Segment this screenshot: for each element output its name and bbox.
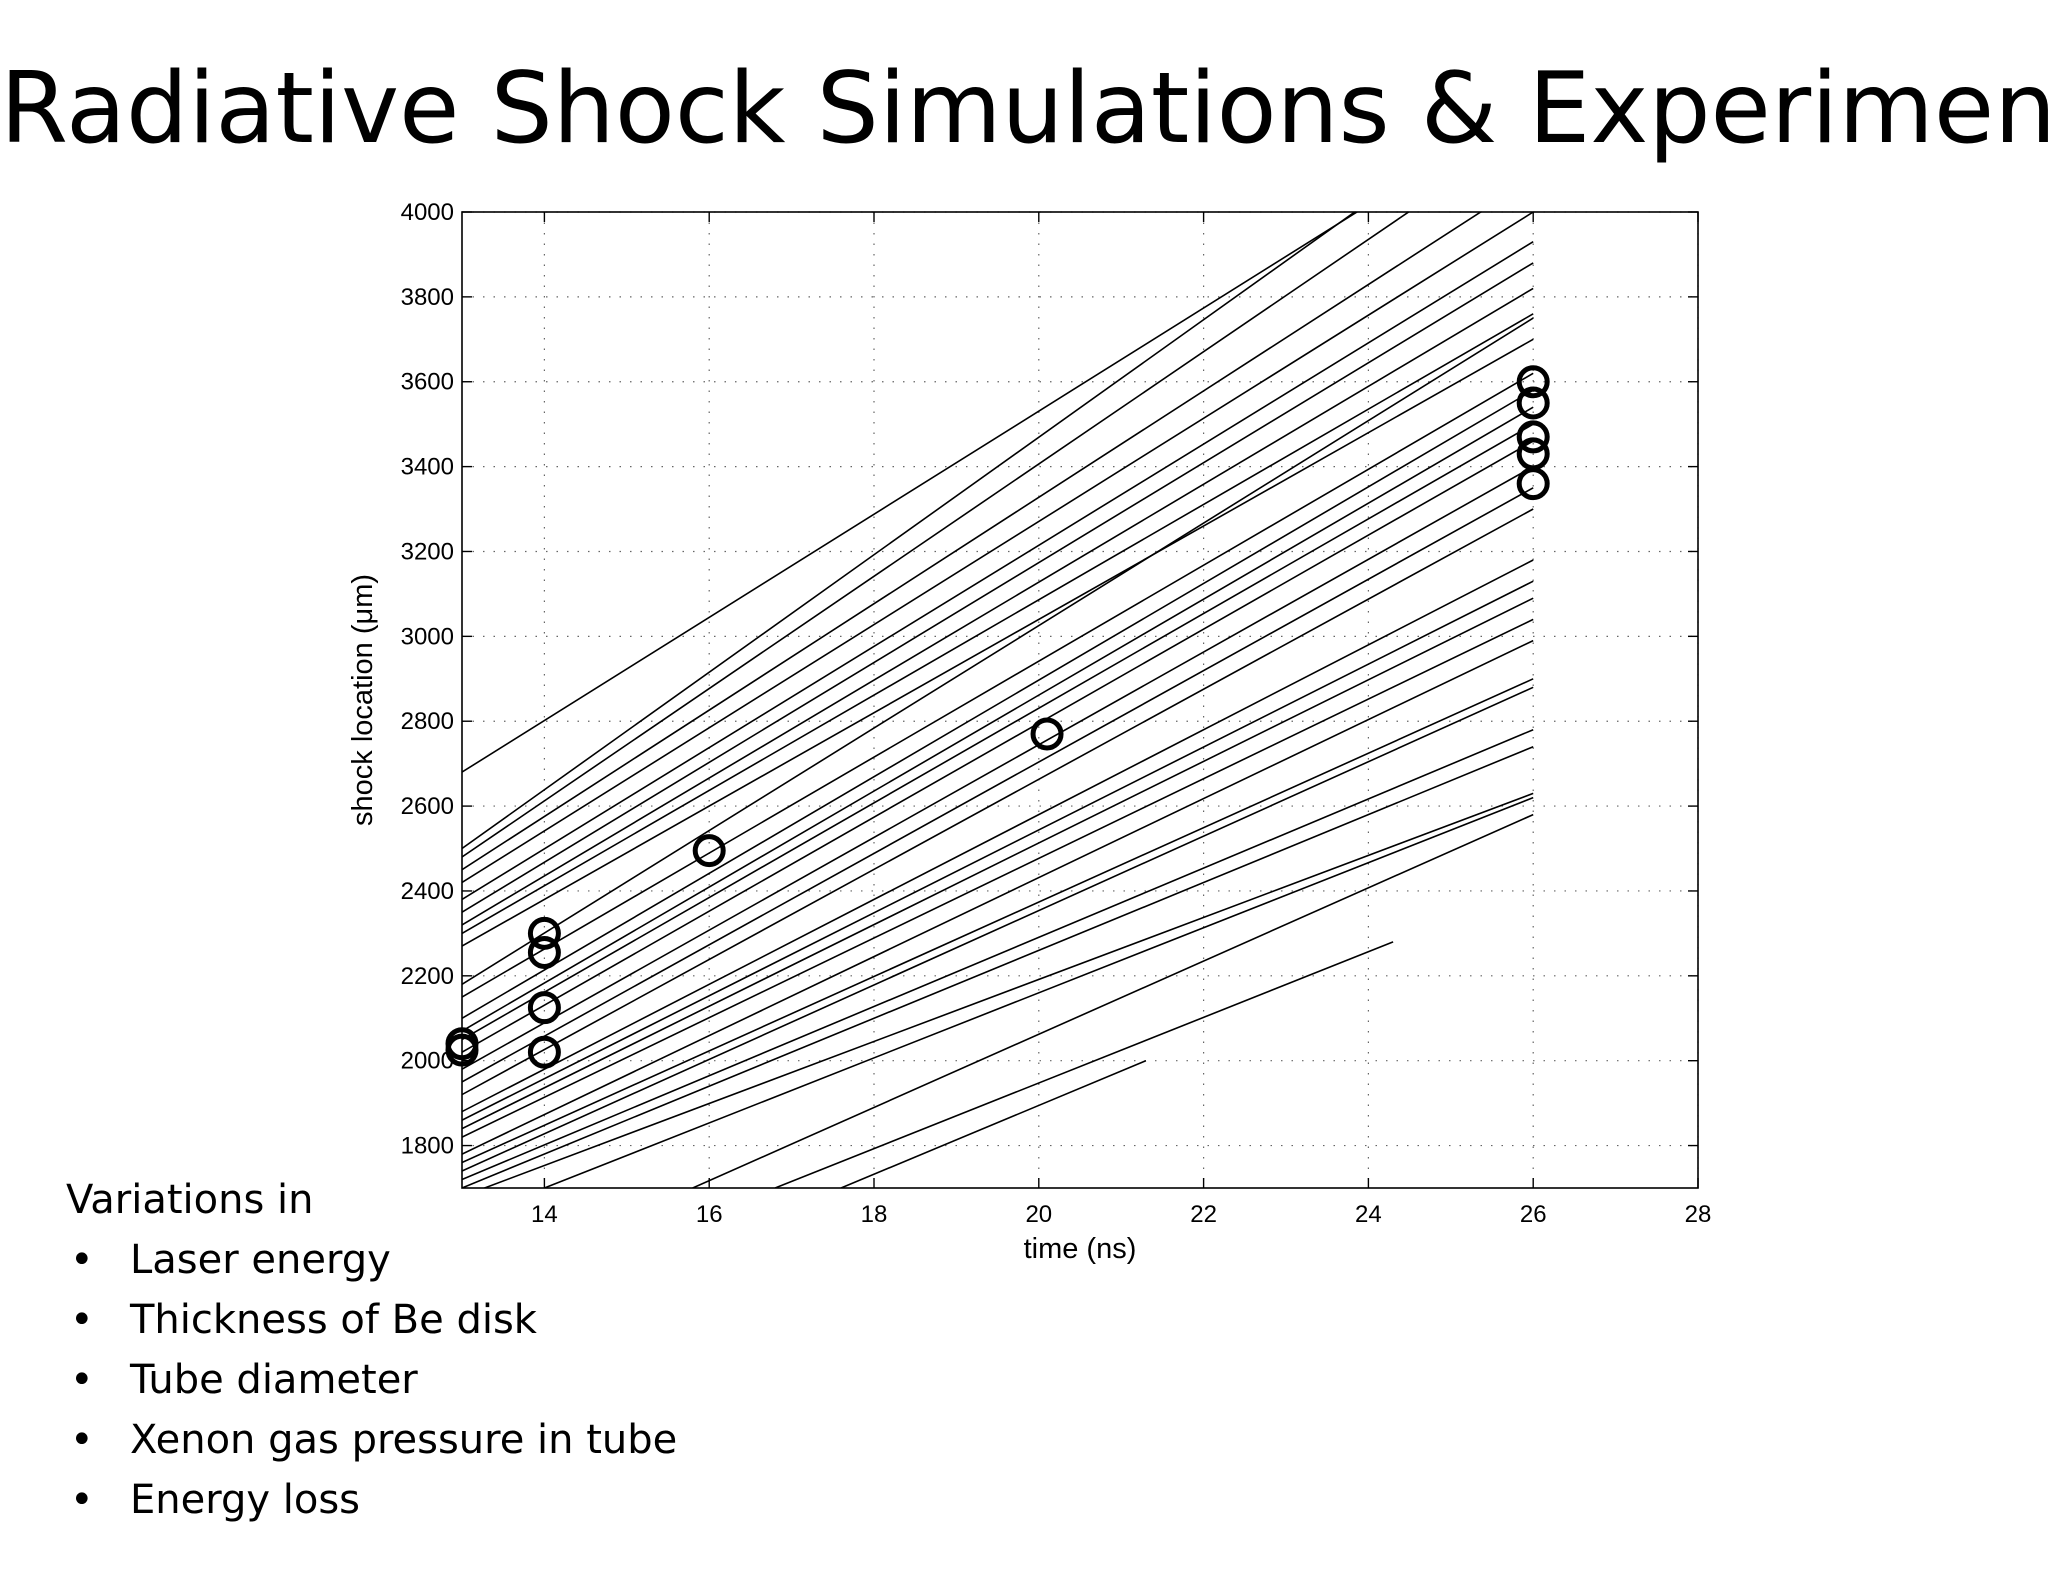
experiment-point (1516, 467, 1550, 501)
experiment-point (527, 1035, 561, 1069)
bullet-icon: • (70, 1417, 94, 1463)
experiment-point (1516, 386, 1550, 420)
x-tick-label: 22 (1190, 1201, 1217, 1228)
x-tick-label: 20 (1025, 1201, 1052, 1228)
simulation-line (462, 487, 1534, 1083)
simulation-lines (462, 212, 1534, 1188)
simulation-line (462, 745, 1534, 1188)
y-tick-label: 2000 (401, 1048, 454, 1075)
simulation-line (462, 618, 1534, 1138)
simulation-line (462, 508, 1534, 1096)
bullet-icon: • (70, 1297, 94, 1343)
simulation-line (462, 465, 1534, 1070)
simulation-line (462, 728, 1534, 1181)
notes-item-text: Laser energy (130, 1237, 391, 1283)
y-tick-label: 3000 (401, 623, 454, 650)
experiment-point (1030, 717, 1064, 751)
simulation-line (462, 317, 1534, 985)
x-tick-label: 24 (1355, 1201, 1382, 1228)
bullet-icon: • (70, 1477, 94, 1523)
x-tick-label: 26 (1520, 1201, 1547, 1228)
notes-item-text: Tube diameter (130, 1357, 418, 1403)
simulation-line (462, 338, 1534, 947)
simulation-line (462, 639, 1534, 1155)
notes-list-item: • Energy loss (66, 1470, 677, 1530)
slide-title: Radiative Shock Simulations & Experiment… (0, 52, 2048, 166)
y-tick-label: 2600 (401, 793, 454, 820)
simulation-line (462, 262, 1534, 913)
y-tick-label: 2200 (401, 963, 454, 990)
experiment-point (692, 834, 726, 868)
y-tick-label: 3600 (401, 369, 454, 396)
experiment-point (1516, 365, 1550, 399)
simulation-line (462, 241, 1534, 901)
experiment-point (527, 935, 561, 969)
notes-list-item: • Tube diameter (66, 1350, 677, 1410)
simulation-line (462, 212, 1357, 850)
simulation-line (840, 1059, 1147, 1188)
y-tick-label: 4000 (401, 199, 454, 226)
simulation-line (692, 813, 1534, 1188)
axis-ticks: 14 16 18 20 22 24 26 28 1800 2000 2200 2400 2600 2800… (401, 199, 1712, 1228)
plot-frame (461, 211, 1699, 1189)
y-tick-label: 1800 (401, 1133, 454, 1160)
notes-item-text: Thickness of Be disk (130, 1297, 537, 1343)
y-tick-label: 3200 (401, 538, 454, 565)
notes-item-text: Xenon gas pressure in tube (130, 1417, 678, 1463)
experiment-point (1516, 420, 1550, 454)
simulation-line (462, 389, 1534, 1019)
y-tick-label: 2400 (401, 878, 454, 905)
notes-list-item: • Laser energy (66, 1230, 677, 1290)
simulation-line (462, 212, 1534, 884)
simulation-line (462, 423, 1534, 1041)
simulation-line (482, 792, 1534, 1188)
x-axis-label: time (ns) (1024, 1233, 1137, 1265)
simulation-line (462, 212, 1411, 858)
simulation-line (462, 580, 1534, 1121)
y-tick-label: 3800 (401, 284, 454, 311)
experiment-point (527, 916, 561, 950)
notes-list-item: • Thickness of Be disk (66, 1290, 677, 1350)
y-tick-label: 2800 (401, 708, 454, 735)
simulation-line (462, 686, 1534, 1172)
notes-list-item: • Xenon gas pressure in tube (66, 1410, 677, 1470)
x-tick-label: 16 (696, 1201, 723, 1228)
simulation-line (462, 212, 1483, 871)
bullet-icon: • (70, 1357, 94, 1403)
y-axis-label: shock location (μm) (347, 574, 379, 826)
notes-heading: Variations in (66, 1177, 314, 1223)
bullet-icon: • (70, 1237, 94, 1283)
x-tick-label: 28 (1685, 1201, 1712, 1228)
y-tick-label: 3400 (401, 454, 454, 481)
notes-item-text: Energy loss (130, 1477, 361, 1523)
simulation-line (774, 941, 1394, 1188)
simulation-line (462, 597, 1534, 1130)
simulation-line (462, 313, 1534, 935)
simulation-line (544, 796, 1534, 1188)
x-tick-label: 18 (861, 1201, 888, 1228)
simulation-line (462, 678, 1534, 1164)
simulation-line (462, 406, 1534, 1032)
x-tick-label: 14 (531, 1201, 558, 1228)
variations-notes: Variations in • Laser energy • Thickness of… (66, 1170, 677, 1530)
simulation-line (462, 372, 1534, 998)
notes-list: • Laser energy • Thickness of Be disk • Tube … (66, 1230, 677, 1530)
simulation-line (462, 212, 1359, 773)
simulation-line (462, 559, 1534, 1113)
simulation-line (462, 440, 1534, 1053)
simulation-line (462, 287, 1534, 926)
experiment-point (527, 991, 561, 1025)
